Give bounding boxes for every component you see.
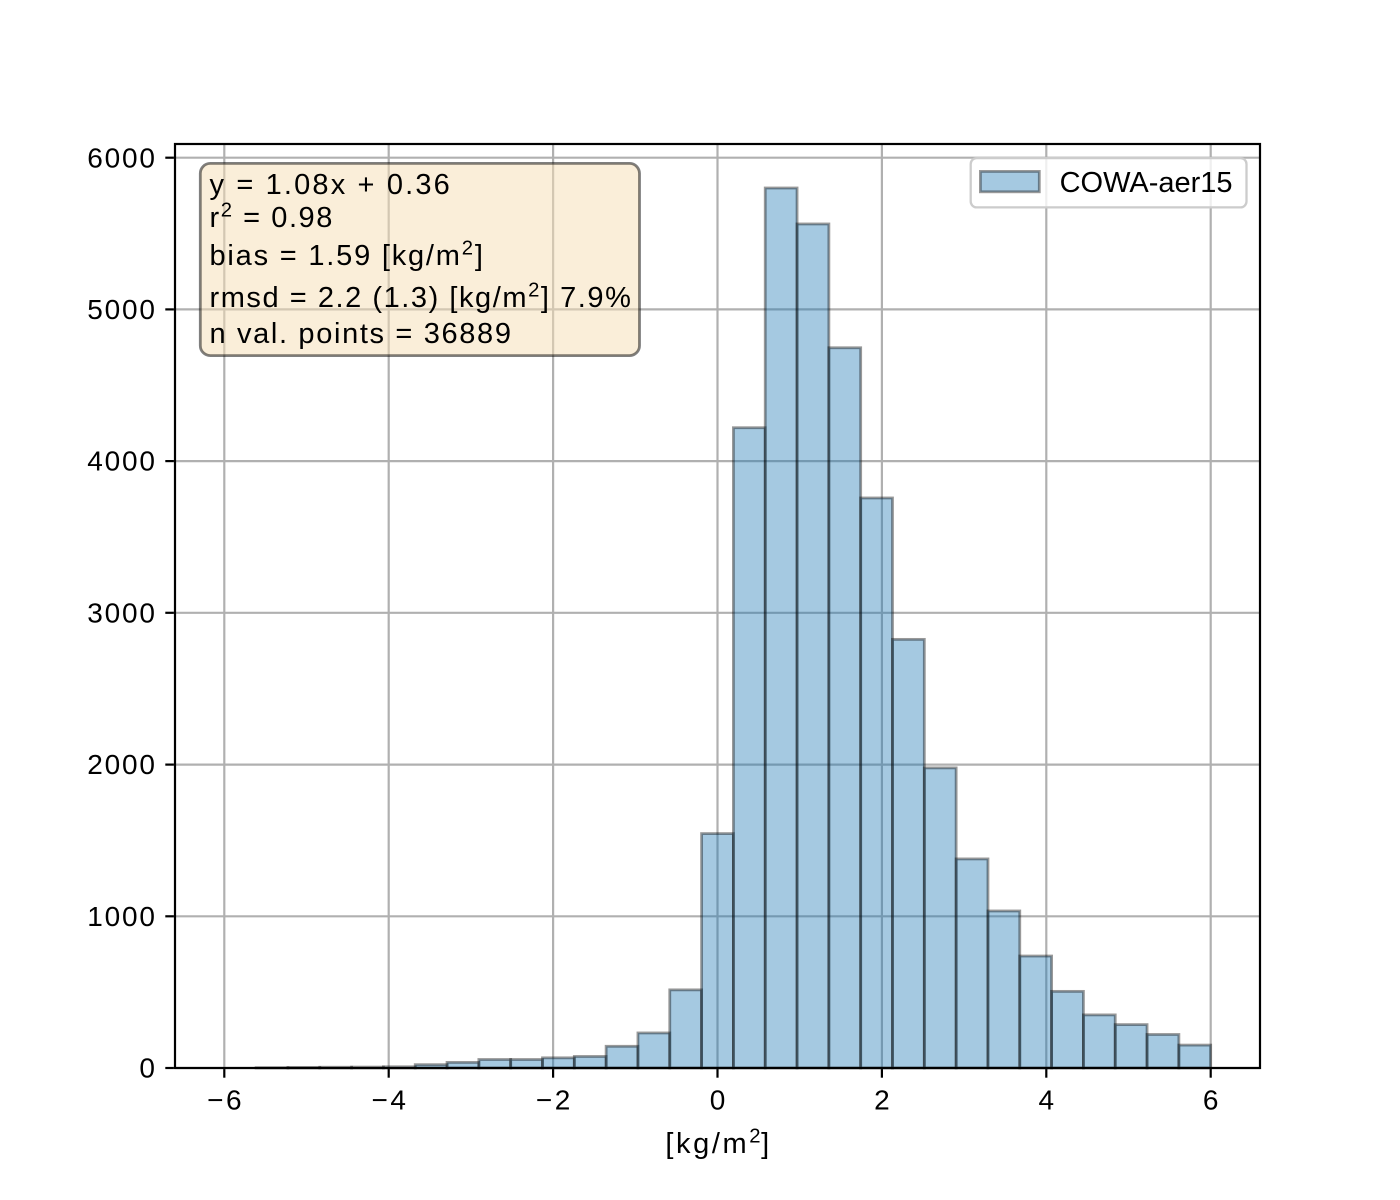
svg-text:y = 1.08x + 0.36: y = 1.08x + 0.36: [210, 169, 452, 201]
svg-text:n val. points = 36889: n val. points = 36889: [210, 318, 513, 350]
svg-text:COWA-aer15: COWA-aer15: [1060, 167, 1233, 199]
svg-text:0: 0: [710, 1085, 727, 1116]
svg-text:−4: −4: [372, 1085, 409, 1116]
svg-text:2: 2: [874, 1085, 891, 1116]
svg-text:1000: 1000: [87, 901, 157, 932]
svg-text:−6: −6: [207, 1085, 244, 1116]
svg-text:2000: 2000: [87, 749, 157, 780]
svg-text:6000: 6000: [87, 142, 157, 173]
svg-text:bias = 1.59 [kg/m2]: bias = 1.59 [kg/m2]: [210, 238, 485, 272]
svg-text:r2 = 0.98: r2 = 0.98: [210, 200, 334, 234]
svg-text:−2: −2: [536, 1085, 573, 1116]
svg-text:4000: 4000: [87, 446, 157, 477]
svg-text:3000: 3000: [87, 597, 157, 628]
svg-text:4: 4: [1039, 1085, 1056, 1116]
svg-text:0: 0: [139, 1053, 156, 1084]
svg-text:6: 6: [1203, 1085, 1220, 1116]
svg-text:rmsd = 2.2 (1.3) [kg/m2] 7.9%: rmsd = 2.2 (1.3) [kg/m2] 7.9%: [210, 280, 633, 314]
svg-text:5000: 5000: [87, 294, 157, 325]
